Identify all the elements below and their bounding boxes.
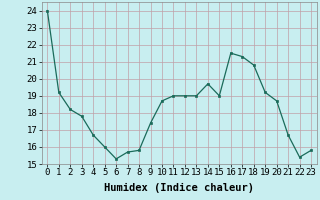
X-axis label: Humidex (Indice chaleur): Humidex (Indice chaleur) bbox=[104, 183, 254, 193]
